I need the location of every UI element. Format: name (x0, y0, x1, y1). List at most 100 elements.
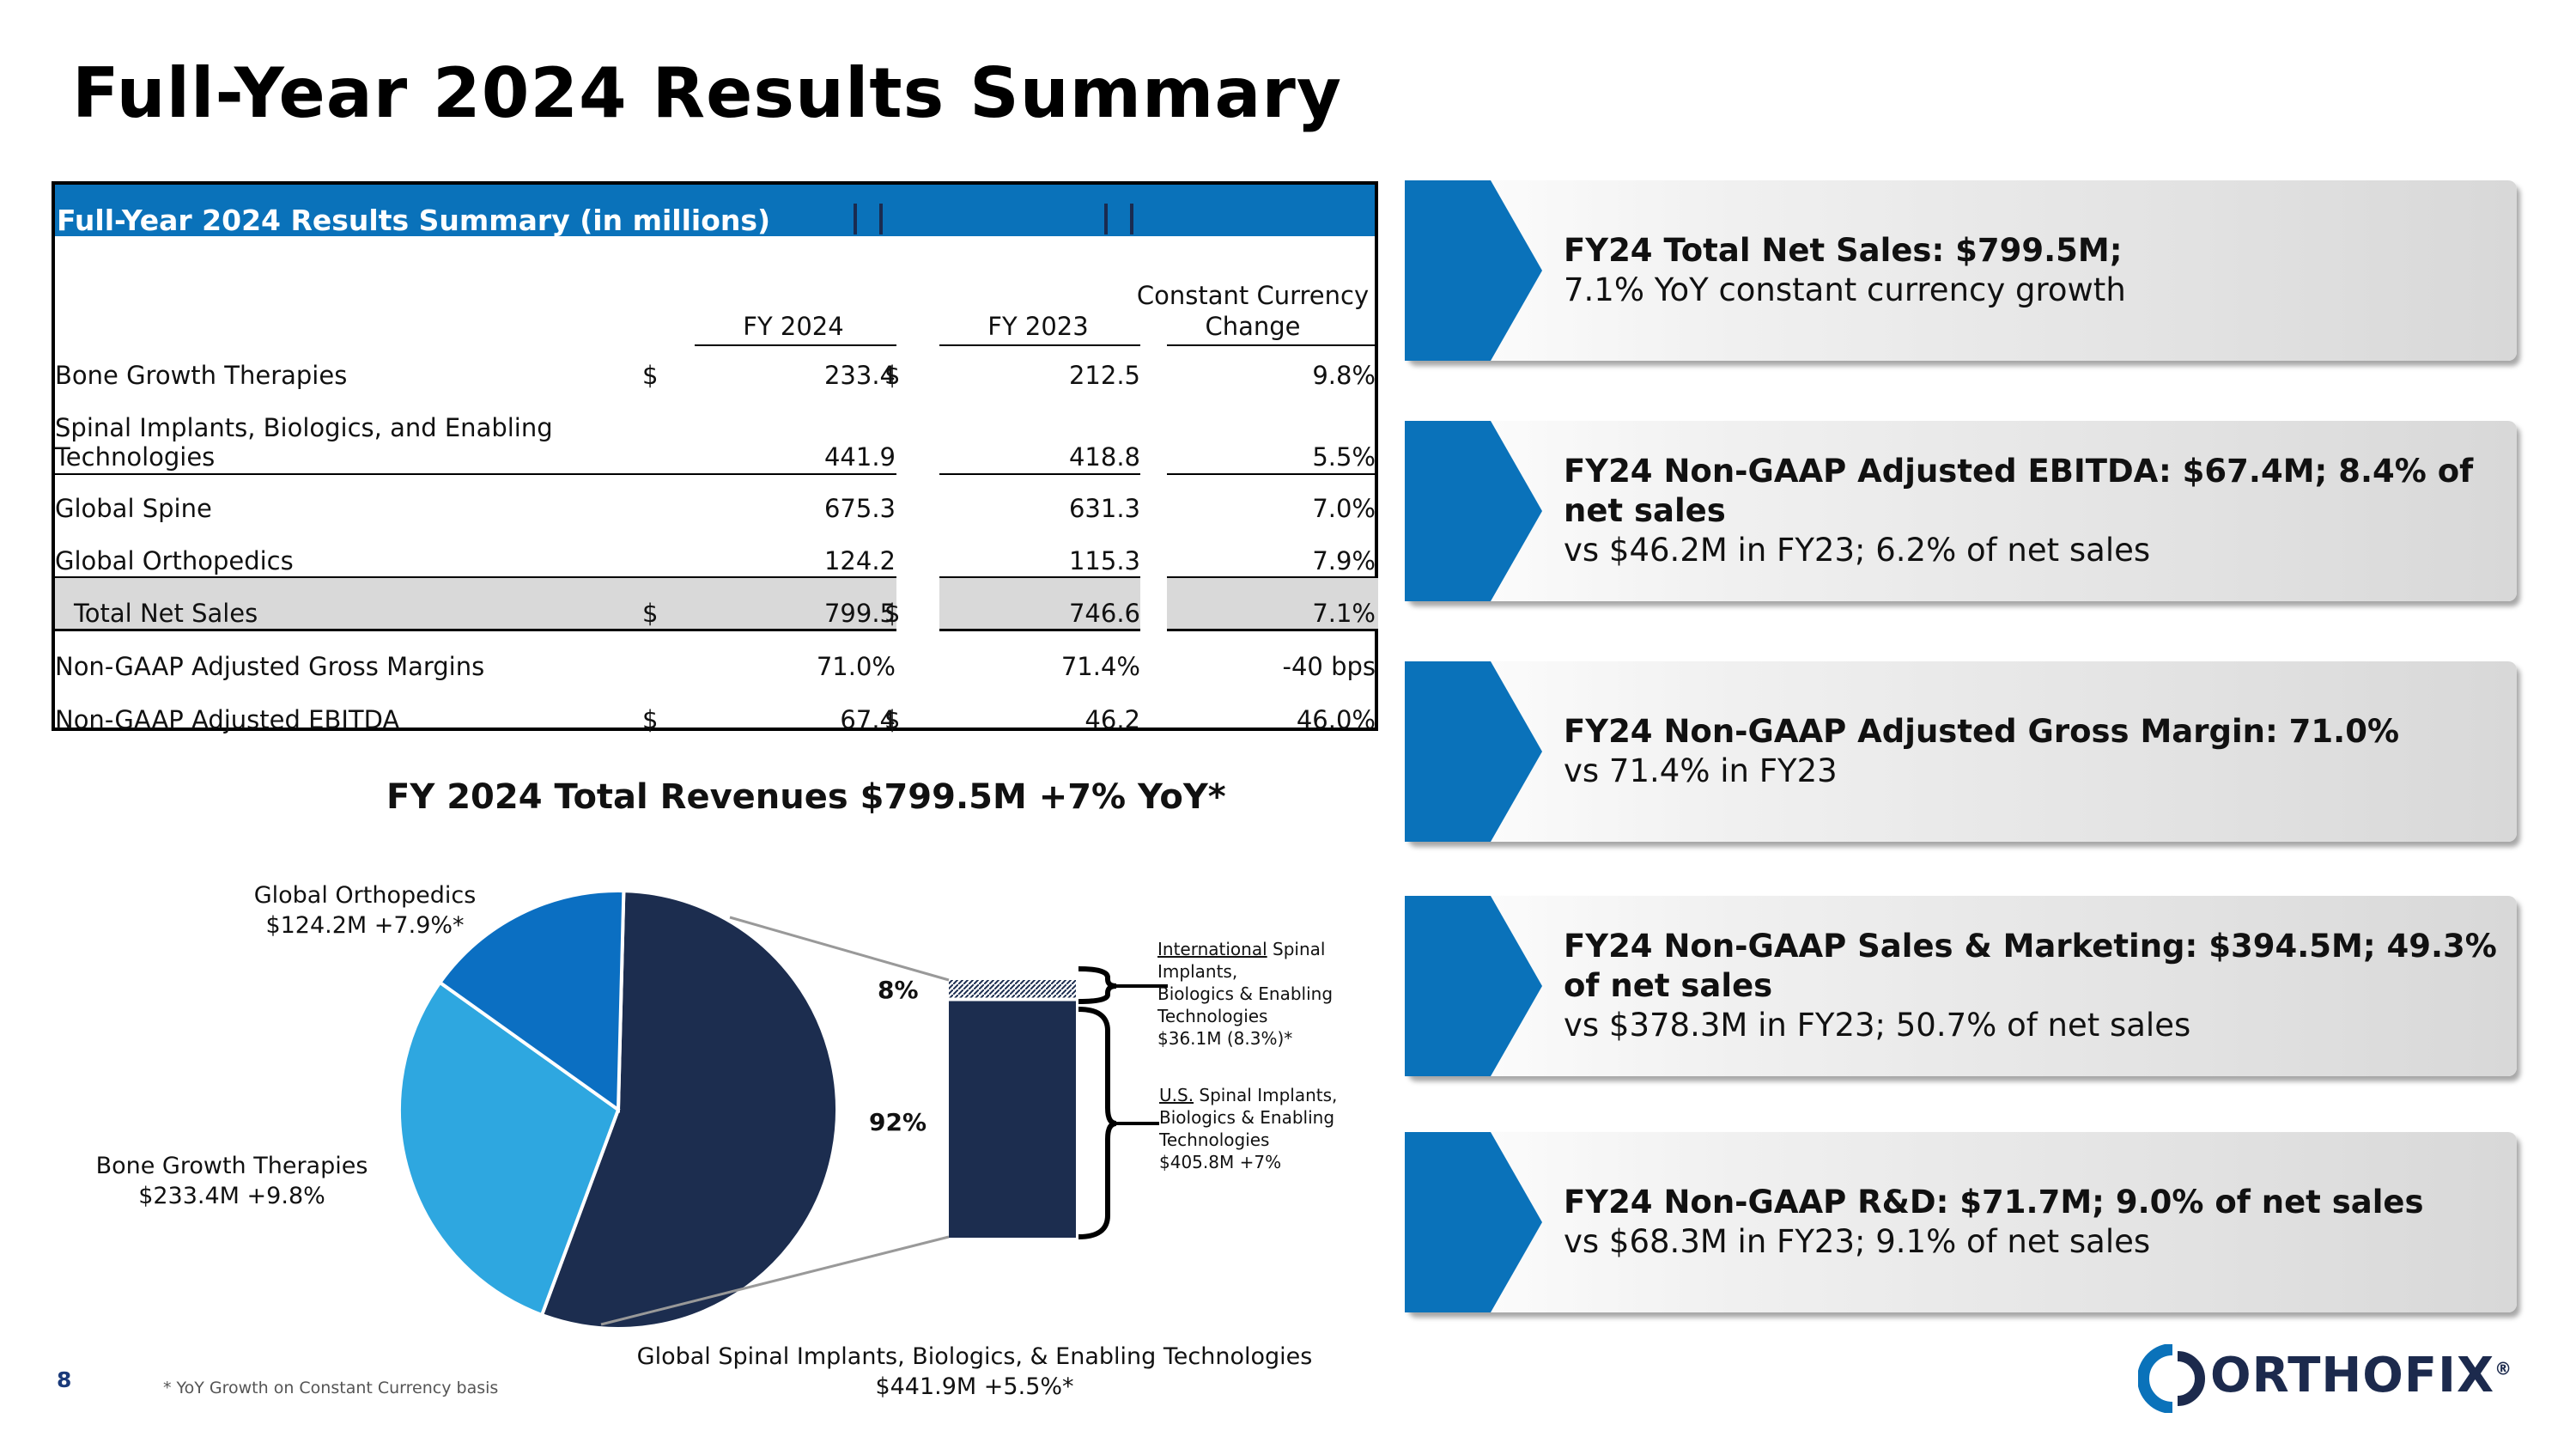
card-background (1405, 421, 2517, 601)
card-headline: FY24 Non-GAAP Adjusted EBITDA: $67.4M; 8… (1564, 452, 2474, 529)
pie-label-spine: Global Spinal Implants, Biologics, & Ena… (592, 1342, 1357, 1402)
breakdown-bar-segment (949, 1001, 1076, 1238)
row-label: Technologies (55, 442, 216, 472)
cell-change: -40 bps (1282, 652, 1376, 681)
row-rule (939, 576, 1140, 578)
chevron-arrow-icon (1405, 180, 1542, 361)
cell-fy2024: 441.9 (823, 442, 896, 472)
chevron-arrow-icon (1405, 421, 1542, 601)
currency-symbol: $ (884, 599, 901, 628)
logo-registered-mark: ® (2494, 1358, 2513, 1379)
card-subtext: 7.1% YoY constant currency growth (1564, 271, 2126, 308)
pie-slice (398, 980, 621, 1318)
card-subtext: vs $378.3M in FY23; 50.7% of net sales (1564, 1007, 2191, 1044)
breakdown-bar-segment (949, 980, 1076, 998)
cell-change: 7.1% (1312, 599, 1376, 628)
card-subtext: vs 71.4% in FY23 (1564, 752, 1838, 789)
card-subtext: vs $68.3M in FY23; 9.1% of net sales (1564, 1223, 2151, 1260)
pie-label-line: Global Orthopedics (253, 882, 477, 909)
row-label: Non-GAAP Adjusted Gross Margins (55, 652, 485, 681)
chevron-arrow-icon (1405, 1132, 1542, 1312)
results-table: Full-Year 2024 Results Summary (in milli… (52, 181, 1378, 734)
card-background (1405, 896, 2517, 1076)
card-subtext: vs $46.2M in FY23; 6.2% of net sales (1564, 532, 2151, 569)
breakdown-bar (949, 980, 1076, 1238)
label-text: Implants, (1157, 961, 1238, 982)
pie-slices (398, 889, 839, 1330)
row-rule (1167, 473, 1378, 475)
pie-label-line: $233.4M +9.8% (138, 1183, 325, 1210)
label-text: $36.1M (8.3%)* (1157, 1028, 1293, 1049)
page-title: Full-Year 2024 Results Summary (72, 53, 1342, 133)
currency-symbol: $ (642, 599, 659, 628)
page-number: 8 (57, 1367, 72, 1392)
label-text: $405.8M +7% (1159, 1152, 1282, 1172)
chevron-arrow-icon (1405, 661, 1542, 842)
card-headline: FY24 Non-GAAP Sales & Marketing: $394.5M… (1564, 927, 2497, 1004)
row-label-total: Total Net Sales (74, 599, 258, 628)
label-text: Biologics & Enabling (1157, 983, 1334, 1004)
cell-fy2024: 233.4 (823, 361, 896, 390)
currency-symbol: $ (642, 705, 659, 734)
cell-fy2024: 124.2 (823, 546, 896, 575)
label-text: Spinal Implants, (1194, 1085, 1338, 1105)
row-label: Global Orthopedics (55, 546, 294, 575)
row-label: Bone Growth Therapies (55, 361, 348, 390)
breakdown-label-us: U.S. Spinal Implants, Biologics & Enabli… (1159, 1084, 1337, 1173)
card-headline: FY24 Total Net Sales: $799.5M; (1564, 231, 2123, 269)
logo-wordmark: ORTHOFIX® (2210, 1348, 2512, 1403)
col-header-fy2023: FY 2023 (987, 312, 1089, 341)
header-tick (1104, 204, 1108, 234)
cell-fy2024: 71.0% (816, 652, 896, 681)
row-rule (55, 629, 896, 631)
cell-fy2024: 675.3 (823, 494, 896, 523)
kpi-card-ebitda: FY24 Non-GAAP Adjusted EBITDA: $67.4M; 8… (1405, 421, 2517, 601)
col-header-rule (695, 344, 896, 346)
label-text: Technologies (1157, 1006, 1268, 1026)
brace-us (1078, 1007, 1117, 1239)
kpi-card-net-sales: FY24 Total Net Sales: $799.5M; 7.1% YoY … (1405, 180, 2517, 361)
col-header-change-line1: Constant Currency (1136, 281, 1370, 310)
cell-fy2023: 71.4% (1060, 652, 1140, 681)
cell-fy2023: 115.3 (1068, 546, 1140, 575)
pie-slice (539, 889, 839, 1330)
pie-label-line: Global Spinal Implants, Biologics, & Ena… (636, 1343, 1313, 1370)
cell-change: 5.5% (1312, 442, 1376, 472)
total-row-shade (939, 578, 1140, 631)
cell-change: 9.8% (1312, 361, 1376, 390)
breakdown-pct-us: 92% (869, 1108, 927, 1136)
card-headline: FY24 Non-GAAP R&D: $71.7M; 9.0% of net s… (1564, 1183, 2424, 1221)
connector-line-top (729, 916, 950, 982)
label-text: Technologies (1159, 1129, 1270, 1150)
chart-title: FY 2024 Total Revenues $799.5M +7% YoY* (386, 777, 1226, 817)
pie-label-line: $441.9M +5.5%* (875, 1373, 1074, 1401)
currency-symbol: $ (642, 361, 659, 390)
col-header-rule (1167, 344, 1378, 346)
row-label: Global Spine (55, 494, 212, 523)
row-label: Spinal Implants, Biologics, and Enabling (55, 413, 553, 442)
kpi-card-gross-margin: FY24 Non-GAAP Adjusted Gross Margin: 71.… (1405, 661, 2517, 842)
card-headline: FY24 Non-GAAP Adjusted Gross Margin: 71.… (1564, 712, 2400, 750)
col-header-change-line2: Change (1205, 312, 1301, 341)
pie-label-line: Bone Growth Therapies (95, 1153, 368, 1179)
pie-slice (437, 889, 626, 1113)
card-background (1405, 1132, 2517, 1312)
currency-symbol: $ (884, 361, 901, 390)
logo-text: ORTHOFIX (2210, 1348, 2495, 1403)
row-rule (1167, 576, 1378, 578)
chevron-arrow-icon (1405, 896, 1542, 1076)
pie-label-line: $124.2M +7.9%* (265, 912, 465, 940)
breakdown-pct-international: 8% (878, 976, 919, 1004)
brace-international (1078, 966, 1117, 1004)
cell-fy2024: 799.5 (823, 599, 896, 628)
cell-fy2023: 212.5 (1068, 361, 1140, 390)
cell-fy2023: 746.6 (1068, 599, 1140, 628)
pie-label-bone-growth: Bone Growth Therapies $233.4M +9.8% (60, 1151, 404, 1211)
row-rule (55, 473, 896, 475)
kpi-card-rnd: FY24 Non-GAAP R&D: $71.7M; 9.0% of net s… (1405, 1132, 2517, 1312)
row-rule (939, 629, 1140, 631)
cell-fy2023: 46.2 (1084, 705, 1140, 734)
kpi-card-sales-marketing: FY24 Non-GAAP Sales & Marketing: $394.5M… (1405, 896, 2517, 1076)
label-underlined: U.S. (1159, 1085, 1194, 1105)
